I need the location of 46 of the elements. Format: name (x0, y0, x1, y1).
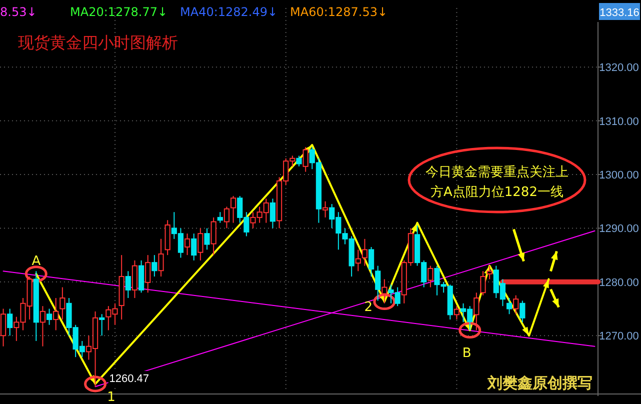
candlestick (480, 270, 486, 296)
candlestick (60, 286, 66, 320)
candlestick (158, 238, 164, 278)
candlestick (132, 260, 138, 299)
candlestick (302, 146, 308, 172)
candlestick (454, 306, 460, 320)
candlestick (191, 233, 197, 261)
candlestick (355, 249, 361, 272)
annotation: 2 (364, 300, 373, 315)
candlestick (152, 254, 158, 278)
annotation: MA60:1287.53↓ (290, 5, 388, 19)
candlestick (210, 216, 216, 256)
candlestick (198, 228, 204, 261)
y-tick-label: 1320.00 (599, 62, 639, 74)
annotation: B (462, 346, 472, 362)
candlestick (33, 270, 39, 342)
y-tick-label: 1270.00 (599, 330, 639, 343)
candlestick (118, 254, 124, 320)
candlestick (40, 306, 46, 347)
annotation: 今日黄金需要重点关注上方A点阻力位1282一线 (426, 165, 568, 200)
candlestick (125, 270, 131, 299)
annotation: 1 (107, 390, 116, 404)
candlestick (53, 298, 59, 331)
candlestick (362, 238, 368, 266)
candlestick (296, 155, 302, 167)
y-tick-label: 1310.00 (599, 116, 639, 128)
candlestick (184, 233, 190, 256)
candlestick (322, 200, 328, 218)
candlestick (270, 198, 276, 229)
annotation: 刘樊鑫原创撰写 (486, 374, 592, 392)
text: 1333.16 (600, 7, 640, 19)
candlestick (99, 314, 105, 336)
candlestick (217, 212, 223, 224)
annotation: 8.53↓ (0, 5, 37, 19)
y-tick-label: 1300.00 (599, 169, 639, 182)
annotation: A (32, 254, 41, 269)
text: 现货黄金四小时图解析 (18, 33, 178, 52)
annotation: MA20:1278.77↓ (70, 5, 168, 19)
candlestick (474, 292, 480, 331)
candlestick (164, 220, 170, 256)
annotation: MA40:1282.49↓ (180, 5, 278, 19)
y-tick-label: 1290.00 (599, 223, 639, 236)
y-tick-label: 1280.00 (599, 276, 639, 289)
candlestick (382, 278, 388, 304)
annotation: 1260.47 (109, 372, 150, 385)
candlestick (145, 254, 151, 294)
